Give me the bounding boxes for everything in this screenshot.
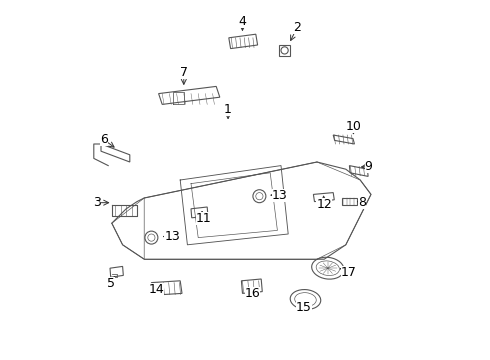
Text: 16: 16 <box>245 287 261 300</box>
Text: 5: 5 <box>107 277 115 290</box>
Text: 14: 14 <box>148 283 164 296</box>
Text: 1: 1 <box>224 103 232 118</box>
Text: 7: 7 <box>180 66 188 84</box>
Text: 11: 11 <box>196 212 212 225</box>
Text: 9: 9 <box>362 160 372 173</box>
Text: 17: 17 <box>341 266 357 279</box>
Text: 3: 3 <box>94 196 109 209</box>
Text: 15: 15 <box>296 301 312 314</box>
Text: 4: 4 <box>239 15 246 30</box>
Text: 10: 10 <box>346 120 362 134</box>
Text: 12: 12 <box>317 196 332 211</box>
Text: 13: 13 <box>271 189 288 202</box>
Text: 2: 2 <box>291 21 301 40</box>
Text: 13: 13 <box>164 230 180 243</box>
Text: 8: 8 <box>357 196 366 209</box>
Text: 6: 6 <box>100 133 114 147</box>
